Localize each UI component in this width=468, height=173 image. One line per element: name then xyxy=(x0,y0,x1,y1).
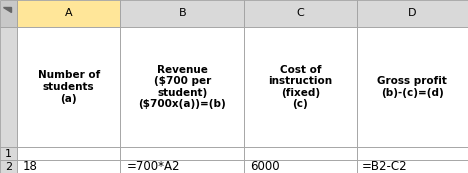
Text: Revenue
($700 per
student)
($700x(a))=(b): Revenue ($700 per student) ($700x(a))=(b… xyxy=(139,65,226,109)
Text: C: C xyxy=(297,8,304,18)
Bar xyxy=(244,0,357,27)
Bar xyxy=(357,147,468,160)
Bar xyxy=(17,0,120,27)
Bar xyxy=(120,27,244,147)
Text: 1: 1 xyxy=(5,149,12,158)
Bar xyxy=(120,147,244,160)
Bar xyxy=(244,160,357,173)
Bar xyxy=(244,147,357,160)
Text: 6000: 6000 xyxy=(250,160,279,173)
Bar xyxy=(244,27,357,147)
Bar xyxy=(120,0,244,27)
Bar xyxy=(17,27,120,147)
Bar xyxy=(0,0,17,27)
Text: B: B xyxy=(178,8,186,18)
Text: Cost of
instruction
(fixed)
(c): Cost of instruction (fixed) (c) xyxy=(268,65,333,109)
Text: =B2-C2: =B2-C2 xyxy=(362,160,408,173)
Polygon shape xyxy=(3,7,11,12)
Text: Number of
students
(a): Number of students (a) xyxy=(37,70,100,103)
Bar xyxy=(0,27,17,147)
Bar xyxy=(0,160,17,173)
Text: =700*A2: =700*A2 xyxy=(126,160,180,173)
Text: D: D xyxy=(408,8,417,18)
Text: 18: 18 xyxy=(22,160,37,173)
Bar xyxy=(0,147,17,160)
Bar xyxy=(357,27,468,147)
Text: Gross profit
(b)-(c)=(d): Gross profit (b)-(c)=(d) xyxy=(377,76,447,98)
Bar xyxy=(357,160,468,173)
Bar xyxy=(17,160,120,173)
Bar xyxy=(357,0,468,27)
Text: A: A xyxy=(65,8,73,18)
Bar xyxy=(120,160,244,173)
Bar xyxy=(17,147,120,160)
Text: 2: 2 xyxy=(5,162,12,171)
